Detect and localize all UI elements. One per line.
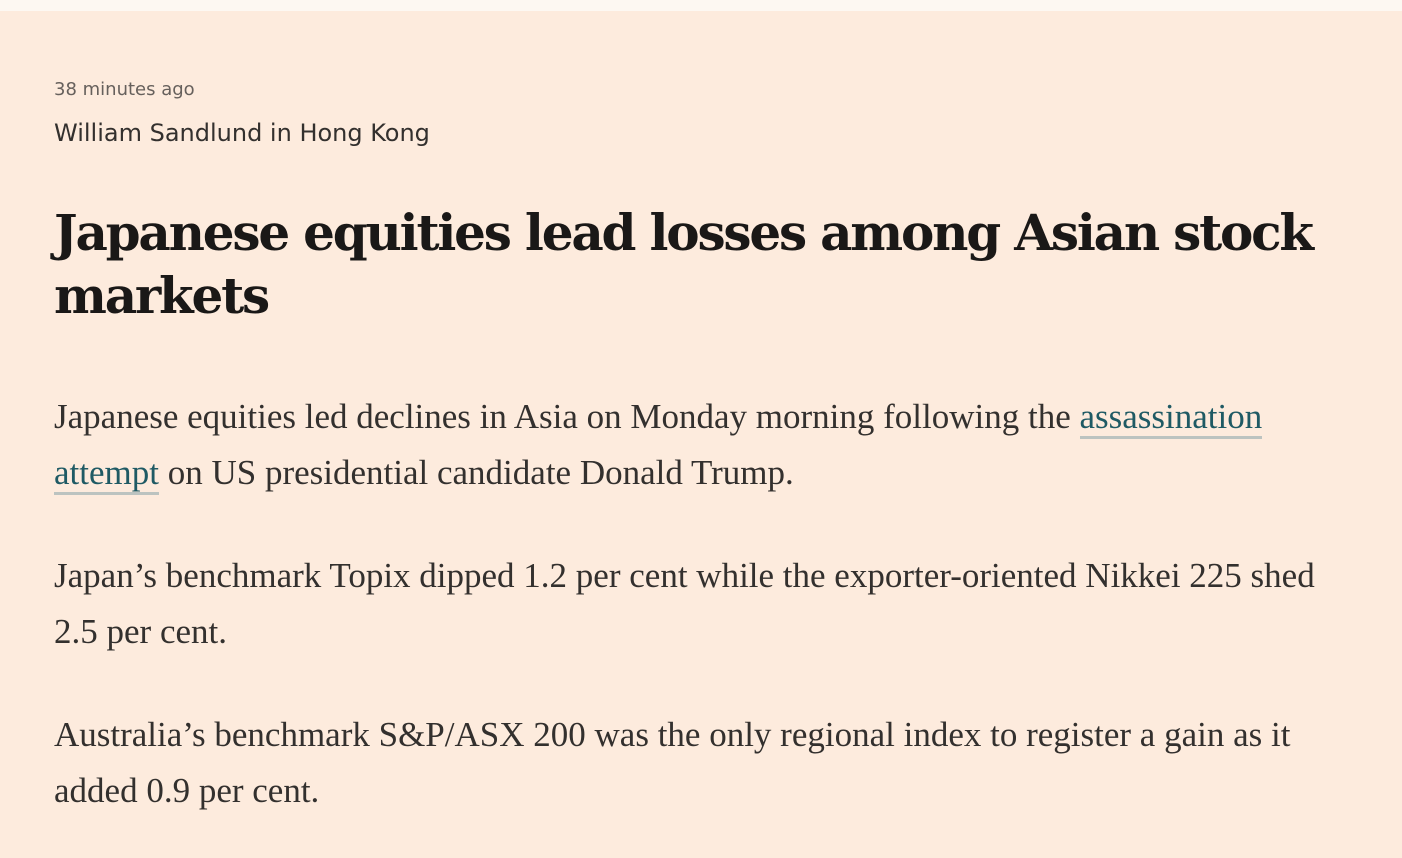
live-post-card: 38 minutes ago William Sandlund in Hong … — [0, 11, 1402, 858]
paragraph-1: Japanese equities led declines in Asia o… — [54, 389, 1354, 501]
assassination-attempt-link[interactable]: assassination attempt — [54, 397, 1263, 495]
post-headline: Japanese equities lead losses among Asia… — [54, 203, 1314, 325]
post-timestamp: 38 minutes ago — [54, 79, 195, 100]
top-strip — [0, 0, 1402, 11]
paragraph-1-text-after: on US presidential candidate Donald Trum… — [158, 453, 794, 492]
post-byline: William Sandlund in Hong Kong — [54, 119, 430, 147]
paragraph-2: Japan’s benchmark Topix dipped 1.2 per c… — [54, 556, 1315, 651]
paragraph-1-text-before: Japanese equities led declines in Asia o… — [54, 397, 1080, 436]
paragraph-3: Australia’s benchmark S&P/ASX 200 was th… — [54, 715, 1291, 810]
